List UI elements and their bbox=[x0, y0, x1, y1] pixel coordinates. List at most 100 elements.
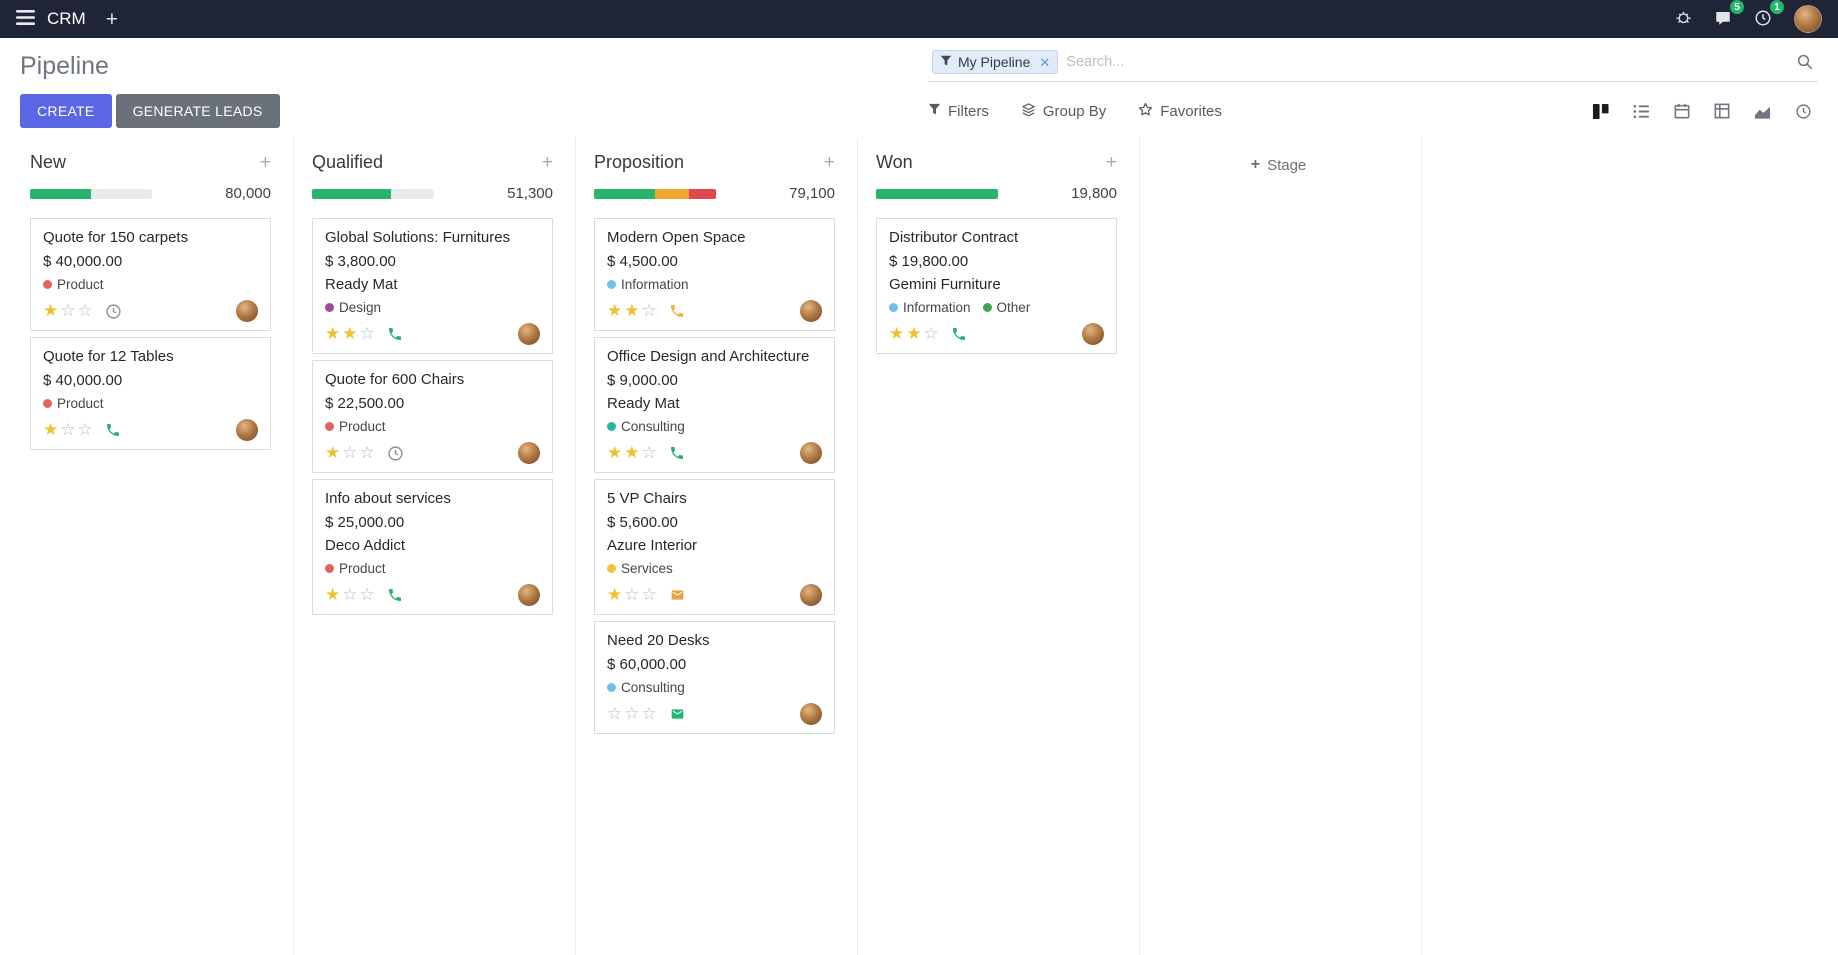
progress-segment[interactable] bbox=[312, 188, 392, 199]
opportunity-card[interactable]: Quote for 12 Tables $ 40,000.00 Product … bbox=[30, 337, 271, 450]
priority-star-icon[interactable]: ☆ bbox=[624, 704, 640, 723]
opportunity-card[interactable]: Info about services $ 25,000.00 Deco Add… bbox=[312, 479, 553, 615]
plus-icon: + bbox=[105, 7, 118, 31]
salesperson-avatar bbox=[800, 442, 822, 464]
clock-activity-icon[interactable] bbox=[387, 445, 404, 462]
priority-star-icon[interactable]: ★ bbox=[624, 443, 640, 462]
apps-menu-button[interactable] bbox=[12, 6, 39, 32]
pivot-view-icon[interactable] bbox=[1714, 103, 1730, 119]
priority-star-icon[interactable]: ★ bbox=[906, 324, 922, 343]
priority-star-icon[interactable]: ☆ bbox=[641, 585, 657, 604]
phone-activity-icon[interactable] bbox=[669, 303, 685, 319]
quick-add-button[interactable]: + bbox=[102, 5, 122, 34]
search-bar[interactable]: My Pipeline ✕ bbox=[928, 50, 1818, 82]
phone-activity-icon[interactable] bbox=[387, 326, 403, 342]
search-icon[interactable] bbox=[1796, 53, 1814, 71]
card-list: Distributor Contract $ 19,800.00 Gemini … bbox=[876, 218, 1117, 354]
user-avatar bbox=[1794, 5, 1822, 33]
opportunity-card[interactable]: 5 VP Chairs $ 5,600.00 Azure Interior Se… bbox=[594, 479, 835, 615]
priority-star-icon[interactable]: ☆ bbox=[77, 301, 93, 320]
opportunity-card[interactable]: Office Design and Architecture $ 9,000.0… bbox=[594, 337, 835, 473]
opportunity-card[interactable]: Global Solutions: Furnitures $ 3,800.00 … bbox=[312, 218, 553, 354]
search-input[interactable] bbox=[1058, 50, 1796, 74]
opportunity-card[interactable]: Need 20 Desks $ 60,000.00 Consulting ☆ ☆ ☆ bbox=[594, 621, 835, 734]
progress-segment[interactable] bbox=[655, 188, 690, 199]
calendar-view-icon[interactable] bbox=[1674, 103, 1690, 119]
app-name[interactable]: CRM bbox=[47, 9, 86, 28]
column-title[interactable]: Proposition bbox=[594, 152, 685, 172]
debug-button[interactable] bbox=[1671, 5, 1696, 33]
envelope-activity-icon[interactable] bbox=[669, 707, 686, 721]
column-quick-add-button[interactable]: + bbox=[823, 152, 835, 173]
column-quick-add-button[interactable]: + bbox=[1105, 152, 1117, 173]
priority-star-icon[interactable]: ★ bbox=[43, 420, 59, 439]
column-progressbar[interactable] bbox=[594, 188, 716, 199]
phone-activity-icon[interactable] bbox=[105, 422, 121, 438]
priority-star-icon[interactable]: ☆ bbox=[359, 443, 375, 462]
priority-star-icon[interactable]: ☆ bbox=[342, 585, 358, 604]
group-by-menu[interactable]: Group By bbox=[1021, 102, 1106, 121]
column-progressbar[interactable] bbox=[876, 188, 998, 199]
priority-star-icon[interactable]: ☆ bbox=[607, 704, 623, 723]
opportunity-card[interactable]: Quote for 600 Chairs $ 22,500.00 Product… bbox=[312, 360, 553, 473]
tag-color-dot bbox=[43, 280, 52, 289]
facet-remove-icon[interactable]: ✕ bbox=[1039, 54, 1051, 70]
phone-activity-icon[interactable] bbox=[951, 326, 967, 342]
envelope-activity-icon[interactable] bbox=[669, 588, 686, 602]
priority-star-icon[interactable]: ☆ bbox=[77, 420, 93, 439]
phone-activity-icon[interactable] bbox=[387, 587, 403, 603]
priority-star-icon[interactable]: ☆ bbox=[923, 324, 939, 343]
messages-button[interactable]: 5 bbox=[1710, 0, 1744, 34]
progress-segment[interactable] bbox=[689, 188, 716, 199]
progress-segment[interactable] bbox=[30, 188, 91, 199]
priority-star-icon[interactable]: ★ bbox=[624, 301, 640, 320]
priority-star-icon[interactable]: ☆ bbox=[641, 301, 657, 320]
column-progressbar[interactable] bbox=[30, 188, 152, 199]
priority-star-icon[interactable]: ★ bbox=[325, 585, 341, 604]
priority-star-icon[interactable]: ★ bbox=[607, 301, 623, 320]
column-quick-add-button[interactable]: + bbox=[259, 152, 271, 173]
priority-star-icon[interactable]: ★ bbox=[607, 443, 623, 462]
column-progressbar[interactable] bbox=[312, 188, 434, 199]
generate-leads-button[interactable]: GENERATE LEADS bbox=[115, 94, 280, 128]
card-footer: ★ ★ ☆ bbox=[607, 442, 822, 464]
priority-star-icon[interactable]: ☆ bbox=[60, 301, 76, 320]
priority-star-icon[interactable]: ☆ bbox=[359, 585, 375, 604]
phone-activity-icon[interactable] bbox=[669, 445, 685, 461]
salesperson-avatar bbox=[800, 703, 822, 725]
priority-star-icon[interactable]: ★ bbox=[43, 301, 59, 320]
column-title[interactable]: Won bbox=[876, 152, 913, 172]
priority-star-icon[interactable]: ☆ bbox=[342, 443, 358, 462]
priority-star-icon[interactable]: ☆ bbox=[60, 420, 76, 439]
graph-view-icon[interactable] bbox=[1754, 103, 1771, 120]
column-title[interactable]: New bbox=[30, 152, 67, 172]
priority-star-icon[interactable]: ★ bbox=[325, 443, 341, 462]
filters-menu[interactable]: Filters bbox=[928, 103, 989, 120]
add-stage-button[interactable]: + Stage bbox=[1251, 156, 1307, 174]
priority-star-icon[interactable]: ★ bbox=[342, 324, 358, 343]
clock-activity-icon[interactable] bbox=[105, 303, 122, 320]
user-menu-button[interactable] bbox=[1790, 1, 1826, 37]
priority-star-icon[interactable]: ☆ bbox=[359, 324, 375, 343]
priority-star-icon[interactable]: ☆ bbox=[641, 443, 657, 462]
card-title: Modern Open Space bbox=[607, 229, 746, 246]
create-button[interactable]: CREATE bbox=[20, 94, 112, 128]
activities-button[interactable]: 1 bbox=[1750, 0, 1784, 34]
progress-segment[interactable] bbox=[876, 188, 998, 199]
column-quick-add-button[interactable]: + bbox=[541, 152, 553, 173]
priority-star-icon[interactable]: ☆ bbox=[624, 585, 640, 604]
priority-star-icon[interactable]: ★ bbox=[607, 585, 623, 604]
priority-star-icon[interactable]: ☆ bbox=[641, 704, 657, 723]
list-view-icon[interactable] bbox=[1633, 103, 1650, 120]
activity-view-icon[interactable] bbox=[1795, 103, 1812, 120]
favorites-menu[interactable]: Favorites bbox=[1138, 102, 1222, 121]
opportunity-card[interactable]: Distributor Contract $ 19,800.00 Gemini … bbox=[876, 218, 1117, 354]
kanban-view-icon[interactable] bbox=[1592, 103, 1609, 120]
priority-star-icon[interactable]: ★ bbox=[889, 324, 905, 343]
opportunity-card[interactable]: Modern Open Space $ 4,500.00 Information… bbox=[594, 218, 835, 331]
opportunity-card[interactable]: Quote for 150 carpets $ 40,000.00 Produc… bbox=[30, 218, 271, 331]
tag-label: Product bbox=[339, 561, 386, 576]
priority-star-icon[interactable]: ★ bbox=[325, 324, 341, 343]
column-title[interactable]: Qualified bbox=[312, 152, 384, 172]
progress-segment[interactable] bbox=[594, 188, 655, 199]
